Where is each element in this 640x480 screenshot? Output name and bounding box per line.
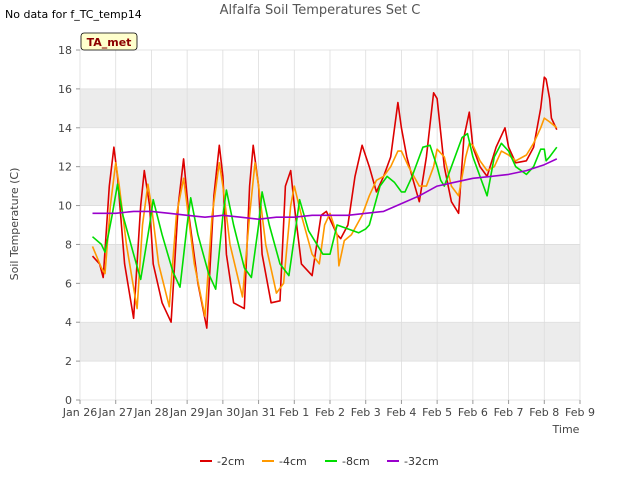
x-tick-label: Feb 4	[386, 406, 416, 419]
y-tick-label: 14	[58, 122, 72, 135]
y-tick-label: 8	[65, 238, 72, 251]
x-tick-label: Feb 8	[529, 406, 559, 419]
x-tick-label: Feb 1	[279, 406, 309, 419]
x-tick-label: Feb 2	[315, 406, 345, 419]
x-tick-label: Jan 28	[133, 406, 168, 419]
x-axis-label: Time	[552, 423, 580, 436]
x-tick-label: Jan 30	[205, 406, 240, 419]
x-tick-label: Feb 9	[565, 406, 595, 419]
x-tick-label: Jan 31	[240, 406, 275, 419]
legend-item: -2cm	[200, 455, 245, 468]
series-line-8cmcm	[91, 132, 558, 291]
y-tick-label: 18	[58, 44, 72, 57]
plot-area	[79, 49, 581, 401]
legend-label: -32cm	[404, 455, 439, 468]
y-tick-label: 10	[58, 200, 72, 213]
x-tick-label: Feb 3	[351, 406, 381, 419]
series-line-4cmcm	[91, 117, 558, 318]
x-tick-label: Feb 7	[494, 406, 524, 419]
y-tick-label: 6	[65, 277, 72, 290]
badge-label: TA_met	[87, 36, 132, 49]
legend-item: -8cm	[325, 455, 370, 468]
legend-item: -32cm	[387, 455, 439, 468]
y-tick-label: 4	[65, 316, 72, 329]
x-tick-label: Feb 6	[458, 406, 488, 419]
ta-met-badge: TA_met	[80, 32, 138, 51]
x-tick-label: Jan 29	[169, 406, 204, 419]
x-tick-label: Jan 27	[97, 406, 132, 419]
chart-title: Alfalfa Soil Temperatures Set C	[220, 3, 421, 18]
y-tick-label: 12	[58, 161, 72, 174]
legend-label: -8cm	[342, 455, 370, 468]
legend-label: -4cm	[279, 455, 307, 468]
y-tick-label: 2	[65, 355, 72, 368]
y-tick-label: 16	[58, 83, 72, 96]
legend: -2cm -4cm -8cm -32cm	[200, 455, 439, 468]
badge-box	[80, 32, 138, 51]
no-data-note: No data for f_TC_temp14	[5, 8, 142, 21]
y-axis-label: Soil Temperature (C)	[8, 168, 21, 281]
y-tick-label: 0	[65, 394, 72, 407]
series-line-32cmcm	[92, 158, 558, 220]
series-layer	[91, 76, 558, 329]
x-tick-label: Feb 5	[422, 406, 452, 419]
legend-label: -2cm	[217, 455, 245, 468]
x-tick-label: Jan 26	[62, 406, 97, 419]
legend-item: -4cm	[262, 455, 307, 468]
